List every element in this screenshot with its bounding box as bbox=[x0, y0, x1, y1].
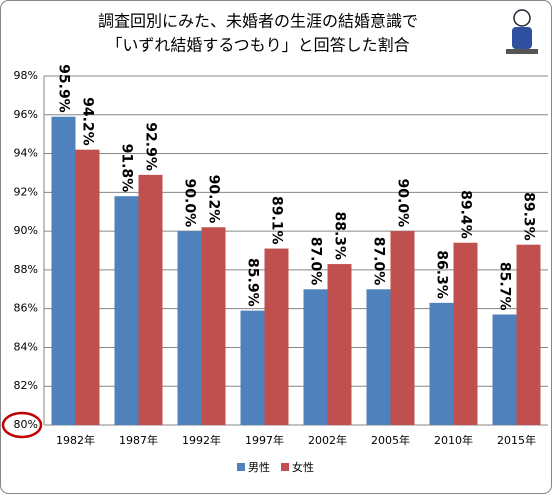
value-label: 91.8% bbox=[119, 144, 135, 193]
legend-label: 男性 bbox=[248, 460, 270, 474]
bar bbox=[114, 196, 139, 425]
value-label: 88.3% bbox=[332, 211, 348, 260]
legend-swatch bbox=[281, 463, 289, 471]
value-label: 86.3% bbox=[434, 250, 450, 299]
x-tick-label: 1997年 bbox=[245, 433, 284, 447]
bar bbox=[429, 302, 454, 425]
y-tick-label: 82% bbox=[14, 379, 38, 392]
x-tick-label: 2010年 bbox=[434, 433, 473, 447]
value-label: 94.2% bbox=[80, 97, 96, 146]
bar bbox=[177, 231, 202, 425]
y-tick-label: 88% bbox=[14, 263, 38, 276]
chart-title: 「いずれ結婚するつもり」と回答した割合 bbox=[106, 36, 409, 55]
value-label: 85.9% bbox=[245, 258, 261, 307]
legend-label: 女性 bbox=[292, 460, 314, 474]
legend-swatch bbox=[237, 463, 245, 471]
x-tick-label: 1987年 bbox=[119, 433, 158, 447]
bar bbox=[201, 227, 226, 425]
chart-title: 調査回別にみた、未婚者の生涯の結婚意識で bbox=[98, 12, 418, 31]
value-label: 89.1% bbox=[269, 196, 285, 245]
x-tick-label: 2015年 bbox=[497, 433, 536, 447]
bar bbox=[390, 231, 415, 425]
x-tick-label: 2002年 bbox=[308, 433, 347, 447]
x-tick-label: 1992年 bbox=[182, 433, 221, 447]
bar bbox=[492, 314, 517, 425]
value-label: 89.3% bbox=[521, 192, 537, 241]
y-tick-label: 94% bbox=[14, 147, 38, 160]
mascot-icon bbox=[506, 9, 538, 54]
value-label: 95.9% bbox=[56, 64, 72, 113]
x-tick-label: 2005年 bbox=[371, 433, 410, 447]
value-label: 90.0% bbox=[395, 179, 411, 228]
y-tick-label: 80% bbox=[14, 418, 38, 431]
y-tick-label: 92% bbox=[14, 185, 38, 198]
bar bbox=[327, 264, 352, 425]
y-tick-label: 84% bbox=[14, 340, 38, 353]
highlight-circle bbox=[1, 411, 43, 439]
bar bbox=[366, 289, 391, 425]
y-tick-label: 96% bbox=[14, 108, 38, 121]
value-label: 87.0% bbox=[371, 237, 387, 286]
value-label: 85.7% bbox=[497, 262, 513, 311]
bar bbox=[516, 244, 541, 425]
bar bbox=[240, 310, 265, 425]
bar bbox=[264, 248, 289, 425]
bar bbox=[51, 116, 76, 425]
x-tick-label: 1982年 bbox=[56, 433, 95, 447]
value-label: 87.0% bbox=[308, 237, 324, 286]
bar bbox=[138, 174, 163, 425]
value-label: 92.9% bbox=[143, 122, 159, 171]
value-label: 90.0% bbox=[182, 179, 198, 228]
y-tick-label: 98% bbox=[14, 69, 38, 82]
bar bbox=[453, 242, 478, 425]
bar bbox=[303, 289, 328, 425]
value-label: 90.2% bbox=[206, 175, 222, 224]
value-label: 89.4% bbox=[458, 190, 474, 239]
y-tick-label: 86% bbox=[14, 302, 38, 315]
y-tick-label: 90% bbox=[14, 224, 38, 237]
bar bbox=[75, 149, 100, 425]
